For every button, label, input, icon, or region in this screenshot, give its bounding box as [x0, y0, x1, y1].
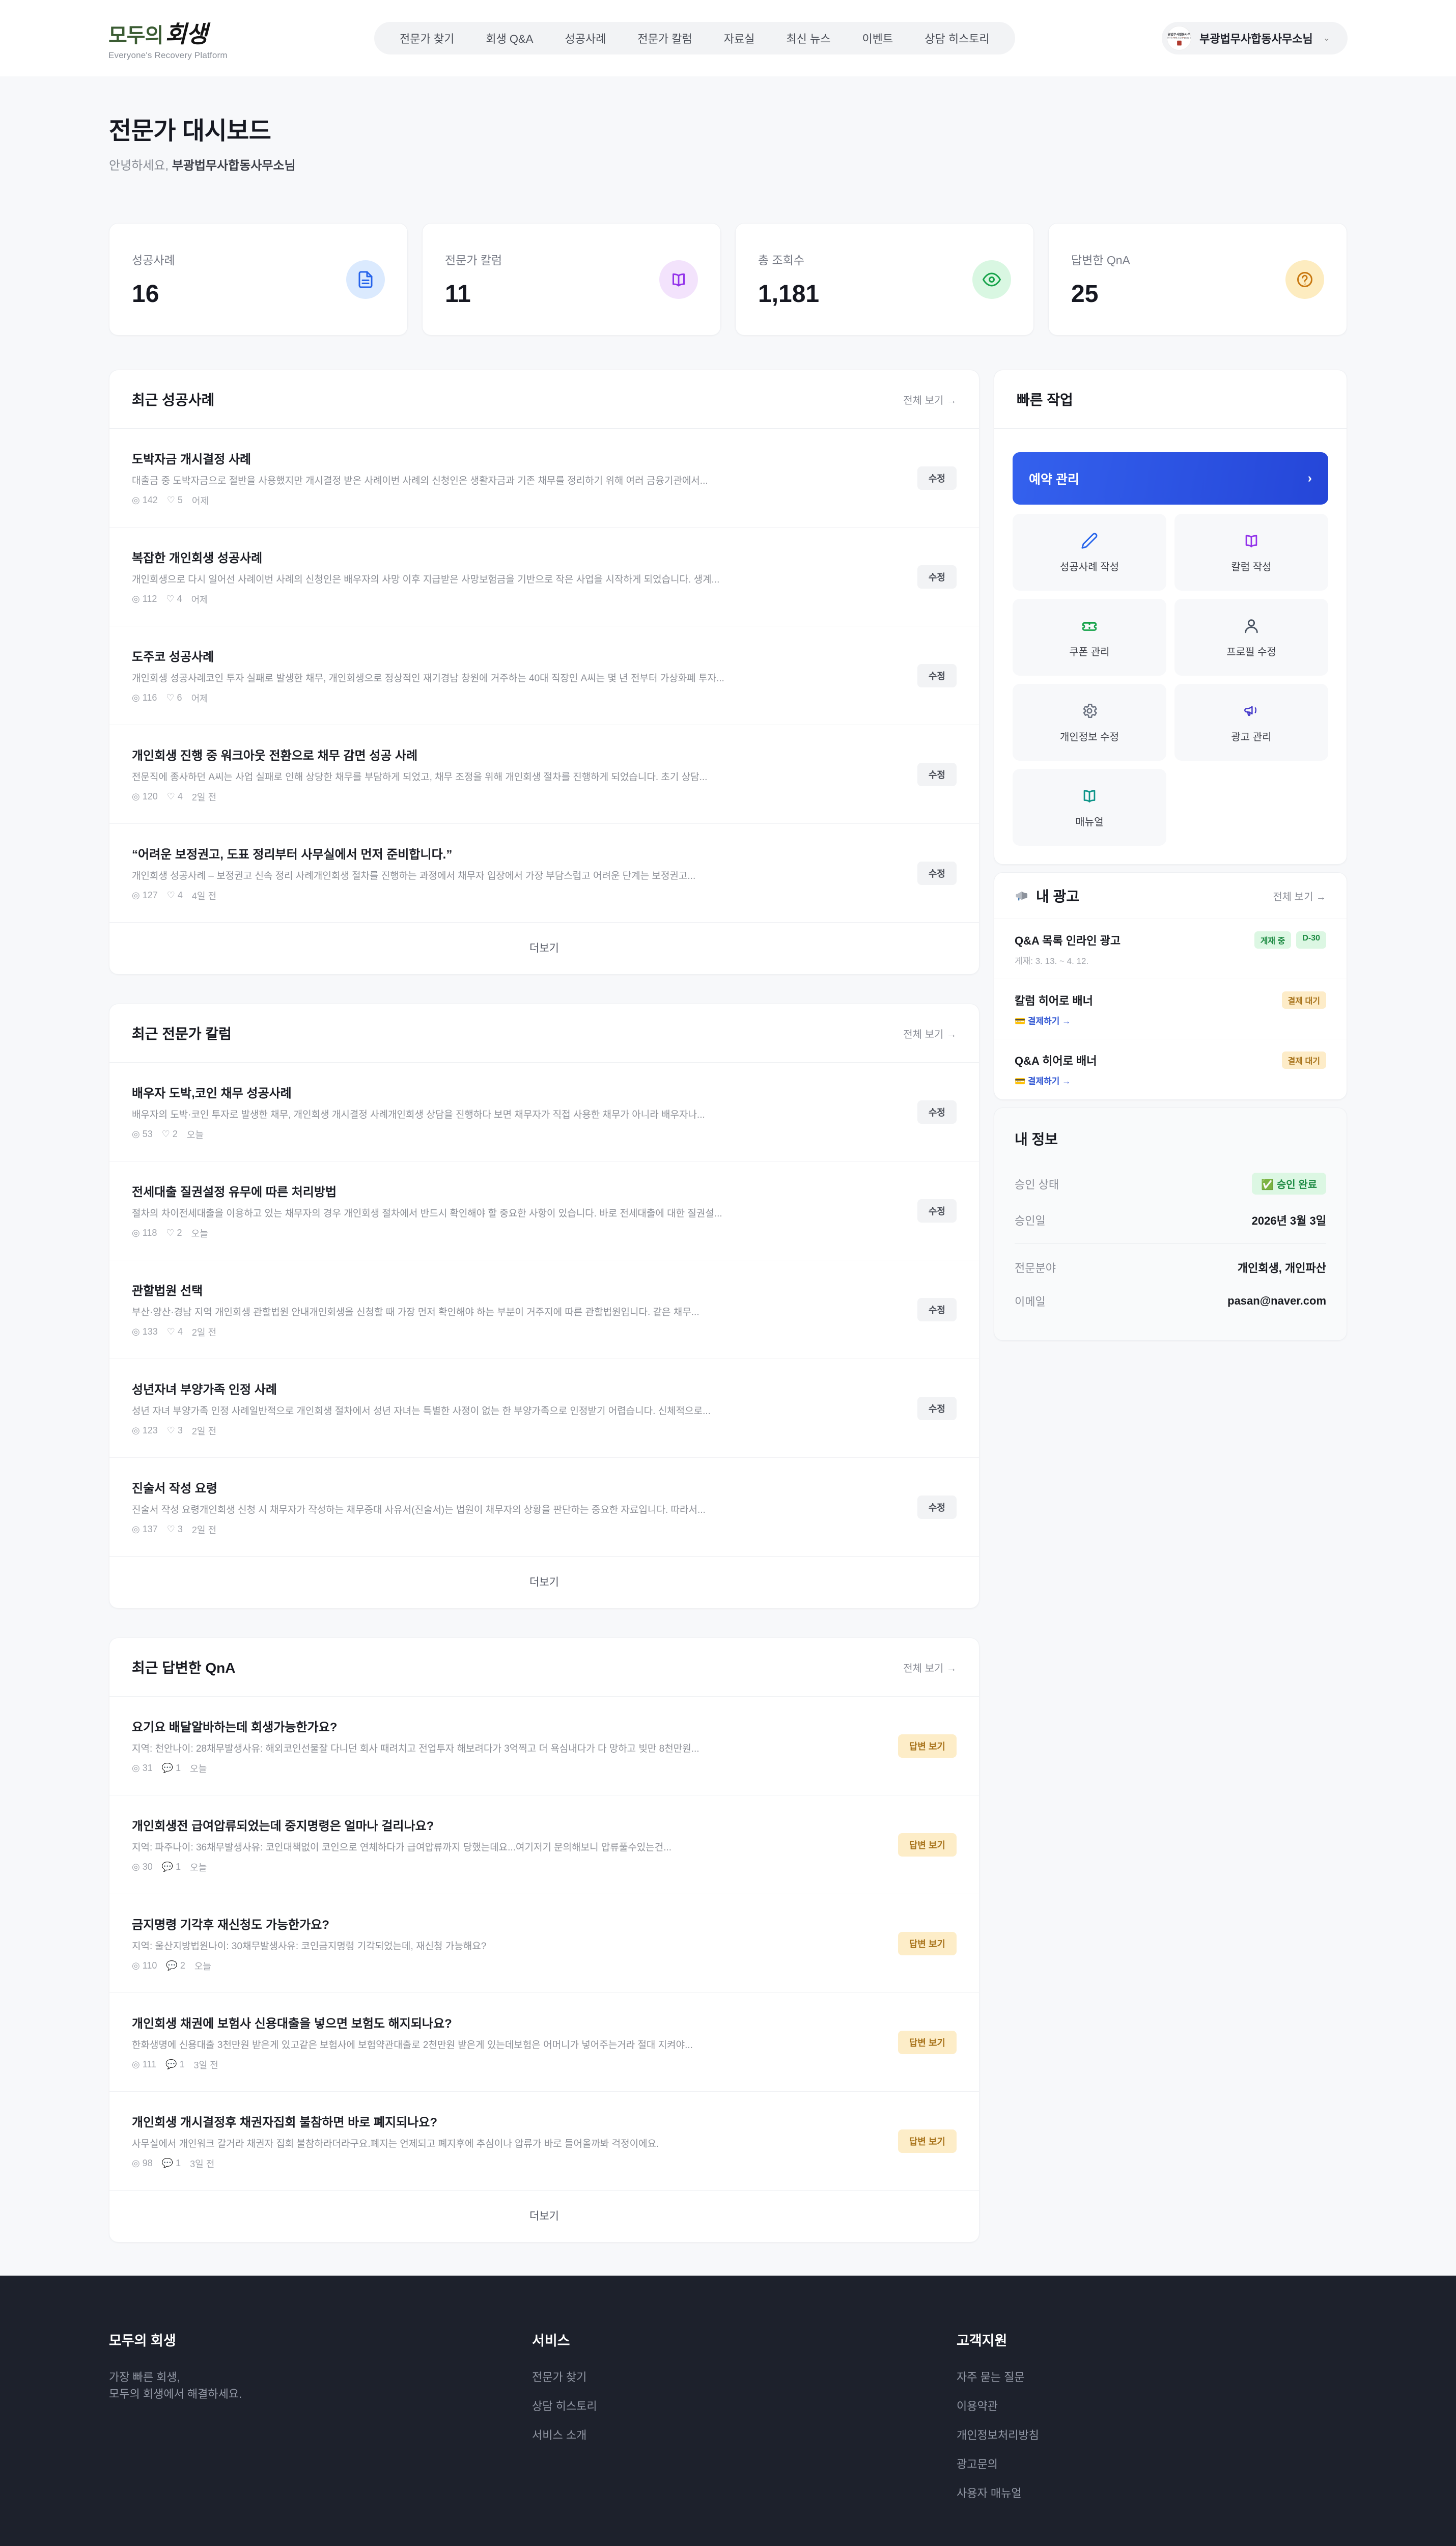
- svg-text:부광법무사합동사무소: 부광법무사합동사무소: [1167, 33, 1191, 37]
- svg-text:고객만족 서비스대상 2025 수상: 고객만족 서비스대상 2025 수상: [1167, 36, 1191, 40]
